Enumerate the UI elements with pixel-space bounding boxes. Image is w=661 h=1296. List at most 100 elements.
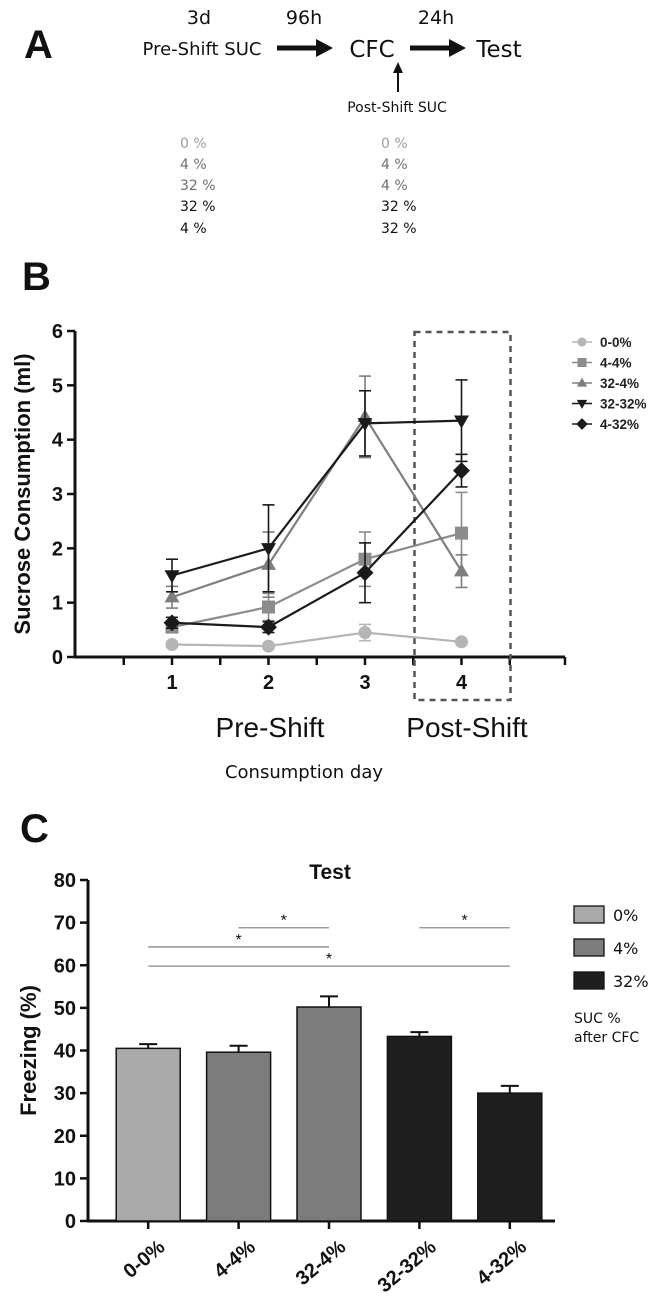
y-axis-label: Sucrose Consumption (ml)	[10, 353, 35, 634]
group-pre: 4 %	[180, 157, 207, 173]
data-point	[453, 462, 470, 480]
data-point	[260, 618, 277, 636]
duration-gap1: 96h	[286, 7, 322, 29]
significance-star: *	[326, 951, 332, 968]
series-4-4%	[165, 491, 468, 634]
group-pre: 4 %	[180, 221, 207, 237]
legend-swatch	[573, 905, 605, 924]
y-tick-label: 5	[52, 375, 63, 397]
series-line	[171, 631, 462, 648]
pre-shift-label: Pre-Shift	[216, 712, 325, 743]
series-line	[171, 419, 462, 577]
arrow-up-icon	[393, 62, 403, 92]
x-tick-label: 4-4%	[210, 1236, 260, 1283]
panel-c-bar-chart: C Test 0 10 20 30 40 50 60 70 80 Freezing (%) 0-0% 4-…	[16, 807, 649, 1296]
series-4-32%	[163, 453, 470, 636]
bar-32-4%	[296, 1006, 362, 1222]
panel-b-letter: B	[22, 255, 51, 299]
stage-pre-shift: Pre-Shift SUC	[143, 39, 262, 60]
y-tick-label: 0	[65, 1211, 76, 1233]
x-tick-label: 32-32%	[374, 1236, 441, 1296]
legend-marker	[576, 418, 588, 430]
legend-marker	[577, 358, 587, 367]
series-32-4%	[164, 375, 469, 609]
legend-label: 4-4%	[600, 356, 632, 371]
group-post: 32 %	[381, 221, 417, 237]
group-post: 4 %	[381, 157, 408, 173]
legend-marker	[576, 399, 588, 409]
y-tick-label: 50	[54, 998, 76, 1020]
legend-note-line2: after CFC	[574, 1030, 639, 1046]
series-0-0%	[165, 623, 468, 653]
x-tick-label: 2	[263, 672, 274, 694]
data-point	[164, 589, 180, 603]
y-tick-label: 30	[54, 1083, 76, 1105]
legend-marker	[577, 337, 587, 347]
group-pre: 0 %	[180, 136, 207, 152]
y-axis-label: Freezing (%)	[16, 985, 41, 1116]
legend-swatch	[573, 971, 605, 990]
x-tick-label: 0-0%	[119, 1236, 169, 1283]
y-tick-label: 0	[52, 647, 63, 669]
highlight-box	[413, 330, 512, 702]
chart-title: Test	[309, 861, 351, 884]
group-pre: 32 %	[180, 199, 216, 215]
post-shift-label: Post-Shift	[406, 712, 528, 743]
bar-4-4%	[205, 1051, 272, 1222]
legend-label: 0-0%	[600, 335, 632, 350]
data-point	[261, 543, 276, 557]
data-point	[356, 564, 374, 582]
data-point	[165, 638, 179, 652]
duration-pre: 3d	[187, 7, 211, 29]
x-tick-label: 3	[359, 672, 370, 694]
series-32-32%	[164, 379, 469, 593]
data-point	[454, 415, 469, 429]
y-tick-label: 2	[52, 538, 63, 560]
legend-swatch	[573, 938, 605, 957]
legend-label: 32%	[613, 972, 649, 991]
x-tick-label: 1	[166, 672, 177, 694]
panel-b-line-chart: B 0 1 2 3 4 5 6 1 2 3 4 Sucrose Consumption (ml) Pre-…	[10, 255, 647, 783]
arrow-right-icon	[410, 39, 466, 57]
data-point	[455, 635, 468, 649]
legend-label: 32-32%	[600, 397, 647, 412]
y-tick-label: 40	[54, 1041, 76, 1063]
significance-star: *	[461, 913, 467, 930]
series-line	[171, 532, 462, 629]
y-tick-label: 10	[54, 1168, 76, 1190]
legend-label: 32-4%	[600, 376, 639, 391]
data-point	[357, 418, 373, 432]
y-tick-label: 80	[54, 870, 76, 892]
group-table: 0 % 0 % 4 % 4 % 32 % 4 % 32 % 32 % 4 % 3…	[180, 136, 417, 237]
stage-cfc: CFC	[349, 37, 394, 63]
data-point	[358, 626, 372, 640]
significance-star: *	[235, 932, 241, 949]
legend-label: 4-32%	[600, 417, 639, 432]
data-point	[164, 570, 180, 584]
group-pre: 32 %	[180, 178, 216, 194]
bar-4-32%	[477, 1092, 543, 1222]
group-post: 0 %	[381, 136, 408, 152]
panel-c-letter: C	[20, 807, 49, 851]
legend-label: 0%	[613, 906, 638, 925]
stage-post-shift: Post-Shift SUC	[347, 100, 447, 116]
data-point	[163, 614, 181, 632]
group-post: 32 %	[381, 199, 417, 215]
legend-note-line1: SUC %	[574, 1011, 621, 1027]
y-tick-label: 20	[54, 1126, 76, 1148]
group-post: 4 %	[381, 178, 408, 194]
bar-32-32%	[386, 1035, 453, 1222]
legend-marker	[576, 377, 588, 387]
duration-gap2: 24h	[418, 7, 454, 29]
panel-a-letter: A	[24, 23, 53, 67]
data-point	[262, 600, 275, 614]
y-tick-label: 70	[54, 913, 76, 935]
bar-0-0%	[115, 1047, 181, 1222]
data-point	[262, 639, 275, 653]
data-point	[455, 526, 468, 540]
data-point	[454, 563, 469, 577]
x-tick-label: 4-32%	[473, 1236, 532, 1290]
x-axis-label: Consumption day	[225, 762, 383, 783]
x-tick-label: 4	[456, 672, 468, 694]
series-line	[171, 469, 463, 629]
